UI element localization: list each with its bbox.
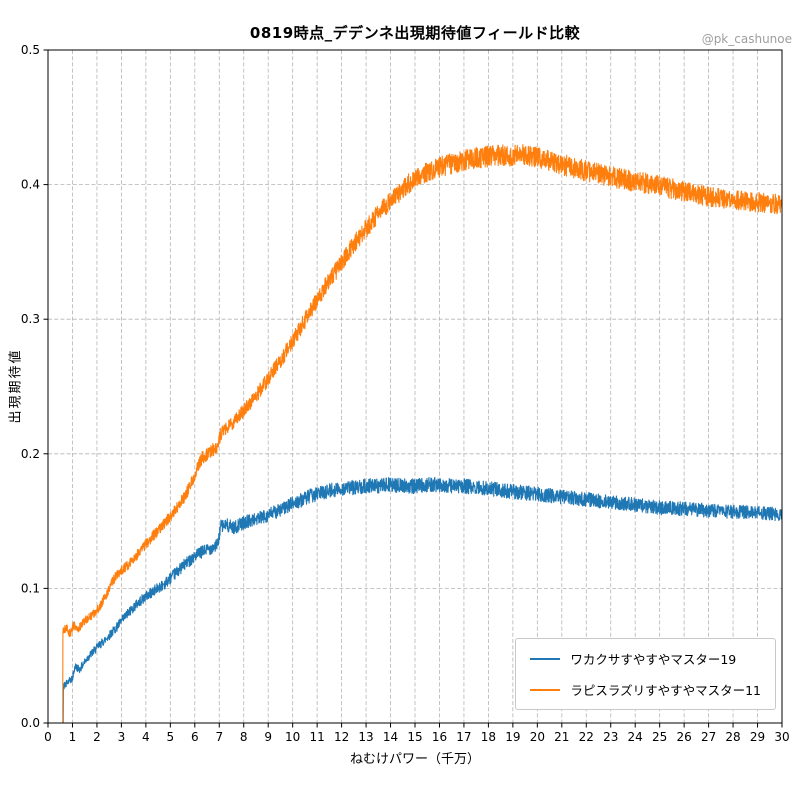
y-tick-label: 0.0 — [21, 716, 40, 730]
x-tick-label: 0 — [44, 730, 52, 744]
legend: ワカクサすやすやマスター19 ラピスラズリすやすやマスター11 — [515, 638, 776, 710]
x-tick-label: 16 — [432, 730, 447, 744]
x-tick-label: 17 — [456, 730, 471, 744]
legend-line-sample-orange — [530, 688, 561, 691]
x-tick-label: 15 — [407, 730, 422, 744]
x-tick-label: 24 — [628, 730, 643, 744]
x-tick-label: 30 — [774, 730, 789, 744]
x-tick-label: 11 — [309, 730, 324, 744]
chart-title: 0819時点_デデンネ出現期待値フィールド比較 — [249, 24, 581, 42]
y-tick-label: 0.5 — [21, 43, 40, 57]
legend-item-wakakusa: ワカクサすやすやマスター19 — [530, 649, 761, 668]
x-tick-label: 23 — [603, 730, 618, 744]
x-tick-label: 7 — [215, 730, 223, 744]
y-axis-label: 出現期待値 — [8, 348, 24, 424]
x-tick-label: 19 — [505, 730, 520, 744]
x-tick-label: 5 — [167, 730, 175, 744]
x-tick-label: 1 — [69, 730, 77, 744]
x-tick-label: 8 — [240, 730, 248, 744]
x-tick-label: 28 — [725, 730, 740, 744]
x-tick-label: 22 — [579, 730, 594, 744]
y-tick-label: 0.1 — [21, 581, 40, 595]
x-tick-label: 26 — [676, 730, 691, 744]
x-tick-label: 25 — [652, 730, 667, 744]
x-tick-label: 9 — [264, 730, 272, 744]
x-axis-label: ねむけパワー（千万） — [349, 752, 480, 767]
x-tick-label: 18 — [481, 730, 496, 744]
x-tick-label: 10 — [285, 730, 300, 744]
x-tick-label: 4 — [142, 730, 150, 744]
y-tick-label: 0.2 — [21, 447, 40, 461]
y-tick-label: 0.4 — [21, 178, 40, 192]
x-tick-label: 21 — [554, 730, 569, 744]
legend-line-sample-blue — [530, 657, 561, 660]
x-tick-label: 2 — [93, 730, 101, 744]
x-tick-label: 3 — [118, 730, 126, 744]
x-tick-label: 27 — [701, 730, 716, 744]
x-tick-label: 14 — [383, 730, 398, 744]
legend-item-lapis: ラピスラズリすやすやマスター11 — [530, 680, 761, 699]
x-tick-label: 6 — [191, 730, 199, 744]
series-line-1 — [47, 144, 783, 724]
watermark: @pk_cashunoe — [701, 32, 792, 46]
x-tick-label: 29 — [750, 730, 765, 744]
x-tick-label: 12 — [334, 730, 349, 744]
x-tick-label: 13 — [358, 730, 373, 744]
legend-label: ワカクサすやすやマスター19 — [570, 652, 737, 667]
series-line-0 — [47, 476, 783, 724]
y-tick-label: 0.3 — [21, 312, 40, 326]
x-tick-label: 20 — [530, 730, 545, 744]
legend-label: ラピスラズリすやすやマスター11 — [570, 683, 761, 698]
